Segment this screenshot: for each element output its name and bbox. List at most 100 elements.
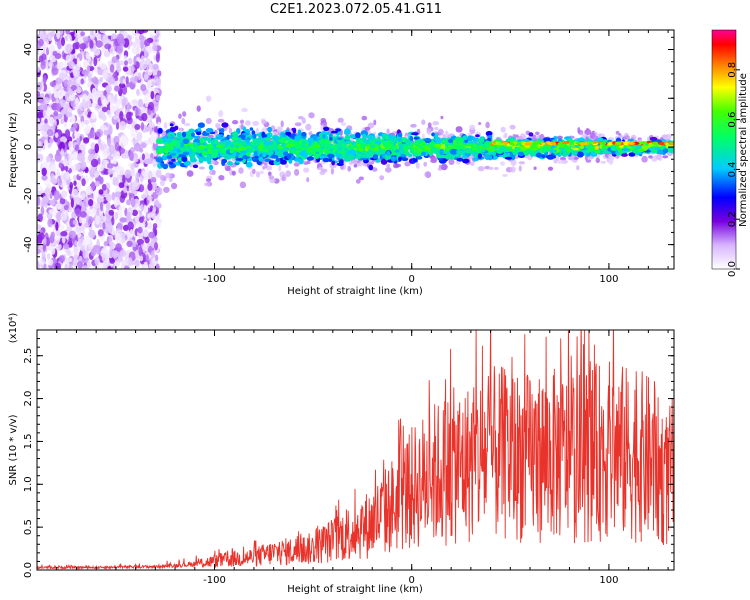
heatmap-band-cell (158, 147, 166, 152)
heatmap-noise-cell (122, 224, 129, 231)
heatmap-noise-cell (65, 30, 71, 35)
heatmap-band-cell (391, 151, 397, 156)
heatmap-band-cell (181, 156, 188, 162)
heatmap-band-cell (580, 145, 584, 149)
heatmap-band-cell (370, 141, 375, 146)
heatmap-noise-cell (37, 248, 41, 255)
heatmap-noise-cell (68, 140, 73, 149)
heatmap-band-cell (197, 127, 202, 132)
heatmap-noise-cell (74, 97, 79, 106)
heatmap-halo-cell (510, 159, 517, 166)
heatmap-noise-cell (49, 199, 56, 206)
heatmap-noise-cell (109, 258, 116, 264)
heatmap-noise-cell (107, 86, 111, 97)
heatmap-noise-cell (118, 205, 126, 212)
heatmap-halo-cell (371, 167, 378, 172)
heatmap-halo-cell (662, 155, 669, 159)
heatmap-noise-cell (118, 82, 126, 88)
heatmap-noise-cell (74, 32, 78, 38)
heatmap-band-cell (297, 129, 302, 136)
heatmap-noise-cell (116, 45, 124, 54)
heatmap-halo-cell (500, 161, 505, 166)
heatmap-band-cell (361, 150, 366, 154)
heatmap-band-cell (421, 151, 426, 156)
heatmap-band-cell (186, 130, 192, 137)
heatmap-band-cell (546, 154, 555, 160)
heatmap-noise-cell (156, 220, 162, 229)
heatmap-noise-cell (41, 252, 46, 263)
heatmap-band-cell (475, 134, 480, 138)
heatmap-band-cell (586, 149, 593, 153)
heatmap-noise-cell (47, 218, 53, 228)
heatmap-noise-cell (40, 206, 45, 216)
heatmap-noise-cell (65, 43, 73, 53)
heatmap-halo-cell (421, 133, 425, 139)
heatmap-noise-cell (72, 219, 78, 225)
heatmap-band-cell (266, 133, 272, 139)
heatmap-halo-cell (661, 134, 668, 138)
heatmap-halo-cell (533, 166, 537, 170)
heatmap-noise-cell (118, 182, 125, 189)
heatmap-noise-cell (37, 117, 40, 124)
heatmap-noise-cell (126, 101, 131, 112)
heatmap-noise-cell (105, 201, 111, 211)
heatmap-peak-cell (640, 141, 647, 144)
heatmap-noise-cell (99, 30, 108, 34)
heatmap-band-cell (367, 135, 376, 142)
heatmap-noise-cell (50, 246, 56, 255)
heatmap-peak-cell (606, 142, 613, 146)
heatmap-halo-cell (358, 176, 364, 181)
heatmap-noise-cell (53, 110, 59, 117)
heatmap-noise-cell (129, 228, 134, 239)
heatmap-band-cell (662, 148, 669, 154)
heatmap-noise-cell (37, 213, 43, 223)
heatmap-band-cell (358, 147, 363, 152)
heatmap-noise-cell (130, 197, 136, 208)
heatmap-band-cell (472, 144, 477, 151)
heatmap-noise-cell (141, 142, 147, 149)
heatmap-noise-cell (60, 211, 68, 221)
heatmap-noise-cell (60, 99, 67, 107)
heatmap-halo-cell (478, 122, 482, 125)
heatmap-noise-cell (122, 174, 126, 184)
heatmap-noise-cell (148, 101, 154, 111)
heatmap-band-cell (166, 155, 172, 159)
heatmap-halo-cell (238, 167, 244, 174)
heatmap-noise-cell (106, 109, 111, 116)
heatmap-noise-cell (147, 195, 153, 201)
heatmap-noise-cell (126, 240, 133, 248)
heatmap-noise-cell (148, 79, 152, 89)
heatmap-halo-cell (179, 127, 183, 134)
heatmap-band-cell (344, 141, 350, 145)
heatmap-halo-cell (535, 131, 540, 136)
heatmap-band-cell (207, 137, 212, 144)
heatmap-noise-cell (73, 246, 80, 255)
heatmap-halo-cell (615, 130, 620, 135)
heatmap-halo-cell (293, 162, 300, 167)
heatmap-halo-cell (493, 167, 499, 170)
heatmap-halo-cell (268, 175, 275, 180)
heatmap-noise-cell (115, 121, 120, 130)
heatmap-halo-cell (410, 123, 417, 128)
heatmap-noise-cell (48, 61, 53, 69)
heatmap-band-cell (155, 138, 164, 145)
heatmap-band-cell (169, 123, 174, 127)
heatmap-band-cell (246, 152, 251, 157)
heatmap-noise-cell (73, 196, 81, 205)
heatmap-band-cell (416, 139, 423, 144)
heatmap-noise-cell (79, 211, 87, 218)
heatmap-noise-cell (130, 163, 135, 170)
heatmap-halo-cell (386, 163, 391, 168)
heatmap-noise-cell (124, 60, 128, 66)
heatmap-noise-cell (99, 221, 103, 228)
heatmap-band-cell (301, 138, 308, 145)
heatmap-band-cell (195, 131, 202, 136)
heatmap-noise-cell (123, 55, 127, 61)
heatmap-band-cell (409, 135, 414, 142)
heatmap-peak-cell (526, 141, 533, 145)
heatmap-noise-cell (63, 158, 68, 167)
heatmap-band-cell (351, 141, 357, 146)
heatmap-halo-cell (163, 122, 168, 129)
heatmap-noise-cell (90, 181, 96, 191)
heatmap-noise-cell (139, 216, 144, 223)
